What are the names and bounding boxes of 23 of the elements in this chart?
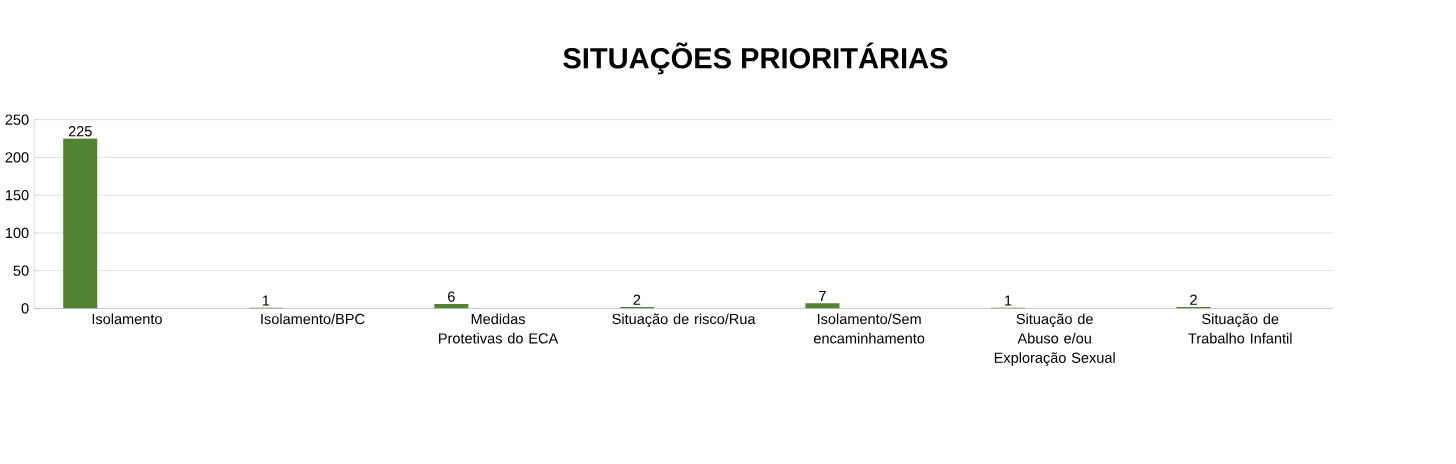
data-label: 7 (819, 290, 826, 301)
x-tick-label: Isolamento/Sem encaminhamento (814, 313, 925, 344)
x-tick-label: Situação de risco/Rua (612, 313, 756, 328)
bar (805, 303, 840, 309)
y-tick-label: 200 (5, 152, 29, 163)
y-tick-label: 50 (13, 265, 29, 276)
data-label: 225 (68, 126, 92, 137)
data-label: 1 (262, 295, 270, 306)
data-label: 2 (1190, 294, 1197, 305)
y-tick-label: 150 (5, 189, 29, 201)
x-tick-label: Isolamento/BPC (261, 313, 365, 325)
chart-title: SITUAÇÕES PRIORITÁRIAS (563, 42, 948, 75)
x-tick-label: Isolamento (92, 313, 162, 325)
data-label: 2 (633, 294, 641, 305)
x-tick-label: Situação de Trabalho Infantil (1188, 313, 1292, 344)
bar (63, 138, 98, 309)
data-label: 1 (1005, 295, 1012, 306)
y-tick-label: 0 (21, 303, 29, 314)
data-label: 6 (448, 291, 455, 302)
y-tick-label: 250 (5, 114, 29, 125)
x-tick-label: Situação de Abuso e/ou Exploração Sexual (994, 313, 1115, 366)
y-tick-label: 100 (5, 227, 29, 239)
x-tick-label: Medidas Protetivas do ECA (439, 313, 559, 344)
